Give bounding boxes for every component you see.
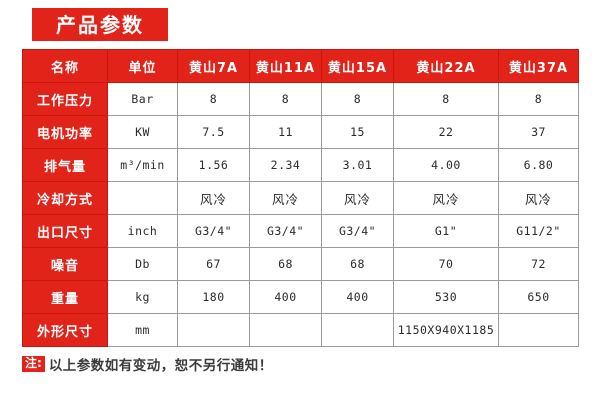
cell-7a: 风冷: [177, 181, 250, 215]
product-spec-table: 名称 单位 黄山7A 黄山11A 黄山15A 黄山22A 黄山37A 工作压力 B…: [22, 49, 579, 347]
cell-11a: 400: [249, 280, 322, 314]
row-label: 噪音: [22, 247, 108, 281]
note-text: 以上参数如有变动，恕不另行通知！: [48, 358, 273, 374]
table-row: 工作压力 Bar 8 8 8 8 8: [22, 82, 579, 116]
cell-11a: [249, 313, 322, 347]
row-label: 冷却方式: [22, 181, 108, 215]
cell-37a: 650: [498, 280, 579, 314]
unit-base: m: [120, 158, 128, 172]
cell-37a: 风冷: [498, 181, 579, 215]
column-header-7a: 黄山7A: [177, 49, 250, 83]
cell-7a: 1.56: [177, 148, 250, 182]
cell-22a: 1150X940X1185: [393, 313, 499, 347]
cell-11a: G3/4": [249, 214, 322, 248]
footer-note: 注: 以上参数如有变动，恕不另行通知！: [22, 354, 273, 374]
column-header-name: 名称: [22, 49, 108, 83]
cell-7a: G3/4": [177, 214, 250, 248]
cell-15a: [321, 313, 394, 347]
cell-15a: 400: [321, 280, 394, 314]
page-title: 产品参数: [56, 12, 144, 37]
table-row: 电机功率 KW 7.5 11 15 22 37: [22, 115, 579, 149]
cell-7a: 67: [177, 247, 250, 281]
column-header-15a: 黄山15A: [321, 49, 394, 83]
table-row: 重量 kg 180 400 400 530 650: [22, 280, 579, 314]
row-label: 外形尺寸: [22, 313, 108, 347]
cell-37a: 8: [498, 82, 579, 116]
row-label: 排气量: [22, 148, 108, 182]
column-header-37a: 黄山37A: [498, 49, 579, 83]
cell-11a: 2.34: [249, 148, 322, 182]
row-label: 重量: [22, 280, 108, 314]
cell-7a: 7.5: [177, 115, 250, 149]
cell-15a: 68: [321, 247, 394, 281]
row-unit: KW: [107, 115, 178, 149]
cell-7a: 8: [177, 82, 250, 116]
row-unit: kg: [107, 280, 178, 314]
row-unit: Db: [107, 247, 178, 281]
row-label: 电机功率: [22, 115, 108, 149]
cell-7a: [177, 313, 250, 347]
cell-37a: 72: [498, 247, 579, 281]
table-header-row: 名称 单位 黄山7A 黄山11A 黄山15A 黄山22A 黄山37A: [22, 49, 579, 83]
cell-7a: 180: [177, 280, 250, 314]
row-label: 工作压力: [22, 82, 108, 116]
table-row: 冷却方式 风冷 风冷 风冷 风冷 风冷: [22, 181, 579, 215]
cell-15a: 3.01: [321, 148, 394, 182]
row-unit: [107, 181, 178, 215]
cell-11a: 68: [249, 247, 322, 281]
cell-15a: 风冷: [321, 181, 394, 215]
cell-11a: 风冷: [249, 181, 322, 215]
cell-37a: 37: [498, 115, 579, 149]
cell-22a: 风冷: [393, 181, 499, 215]
page-title-banner: 产品参数: [33, 9, 167, 40]
cell-22a: 8: [393, 82, 499, 116]
unit-suffix: ³/min: [127, 158, 165, 172]
cell-37a: G11/2": [498, 214, 579, 248]
note-badge: 注:: [22, 355, 45, 373]
table-row: 出口尺寸 inch G3/4" G3/4" G3/4" G1" G11/2": [22, 214, 579, 248]
cell-22a: 4.00: [393, 148, 499, 182]
cell-15a: G3/4": [321, 214, 394, 248]
column-header-22a: 黄山22A: [393, 49, 499, 83]
column-header-unit: 单位: [107, 49, 178, 83]
table-header: 名称 单位 黄山7A 黄山11A 黄山15A 黄山22A 黄山37A: [22, 49, 579, 83]
cell-37a: [498, 313, 579, 347]
row-unit: Bar: [107, 82, 178, 116]
cell-15a: 8: [321, 82, 394, 116]
cell-11a: 11: [249, 115, 322, 149]
cell-22a: 22: [393, 115, 499, 149]
cell-22a: 70: [393, 247, 499, 281]
row-label: 出口尺寸: [22, 214, 108, 248]
table-row: 外形尺寸 mm 1150X940X1185: [22, 313, 579, 347]
cell-11a: 8: [249, 82, 322, 116]
table-body: 工作压力 Bar 8 8 8 8 8 电机功率 KW 7.5 11 15 22 37 排气量 m³/min 1.…: [22, 82, 579, 347]
table-row: 排气量 m³/min 1.56 2.34 3.01 4.00 6.80: [22, 148, 579, 182]
table-row: 噪音 Db 67 68 68 70 72: [22, 247, 579, 281]
column-header-11a: 黄山11A: [249, 49, 322, 83]
cell-15a: 15: [321, 115, 394, 149]
row-unit: mm: [107, 313, 178, 347]
row-unit: inch: [107, 214, 178, 248]
row-unit: m³/min: [107, 148, 178, 182]
cell-22a: 530: [393, 280, 499, 314]
cell-22a: G1": [393, 214, 499, 248]
cell-37a: 6.80: [498, 148, 579, 182]
